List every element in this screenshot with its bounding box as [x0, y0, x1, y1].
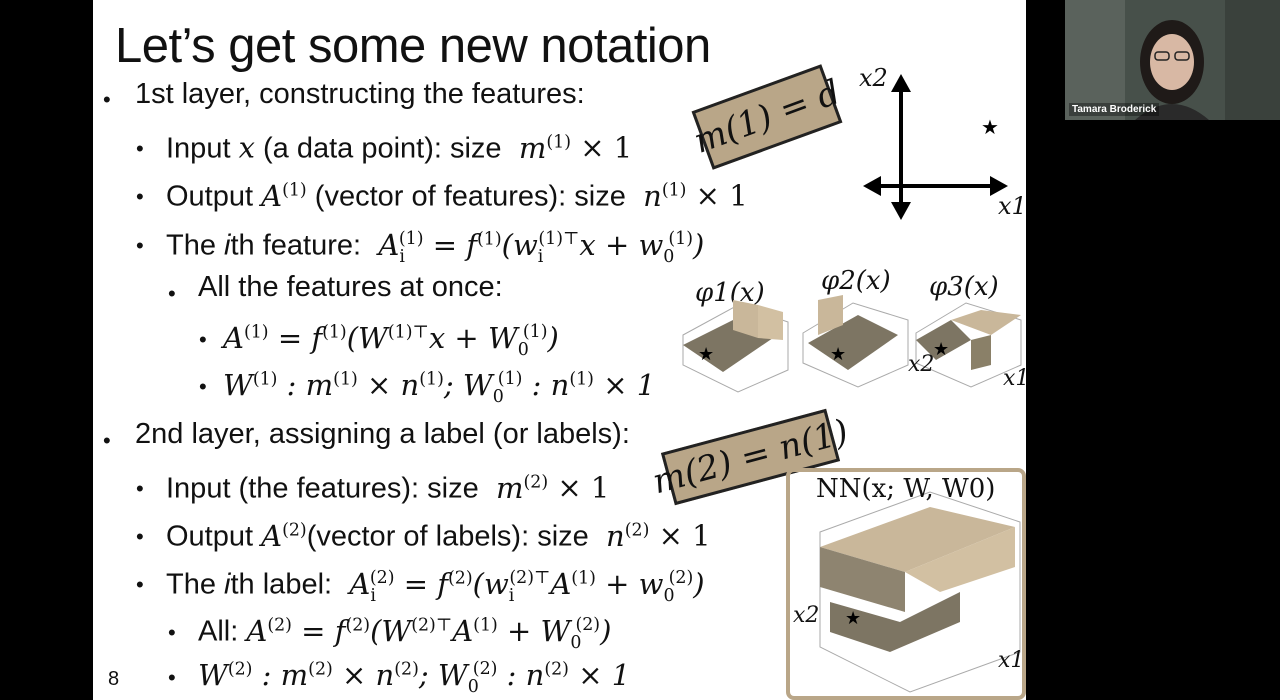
bullet-dot: •	[199, 374, 207, 399]
bullet-dot: •	[103, 87, 111, 112]
axes-diagram: ★	[863, 74, 1008, 220]
star-point: ★	[845, 608, 861, 628]
layer1-input: Input x (a data point): size m(1) × 1	[166, 130, 633, 165]
layer1-ith-feature: The ith feature: Ai(1) = f(1)(wi(1)⊤x + …	[166, 227, 705, 267]
layer2-all: All: A(2) = f(2)(W(2)⊤A(1) + W0(2))	[198, 613, 612, 653]
phi3-axis-x1: x1	[1003, 366, 1026, 391]
layer1-heading: 1st layer, constructing the features:	[135, 78, 585, 110]
star-point: ★	[698, 344, 714, 364]
bullet-dot: •	[168, 620, 176, 645]
nn-plot-frame: ★	[786, 468, 1026, 700]
axis-label-x2: x2	[859, 64, 888, 92]
phi1-label: φ1(x)	[695, 278, 765, 308]
star-point: ★	[830, 344, 846, 364]
bullet-dot: •	[199, 327, 207, 352]
bullet-dot: •	[136, 184, 144, 209]
layer2-input: Input (the features): size m(2) × 1	[166, 470, 610, 505]
bullet-dot: •	[103, 428, 111, 453]
input-desc: (a data point): size	[262, 132, 502, 165]
star-point: ★	[981, 115, 999, 139]
input-var: x	[238, 130, 255, 165]
phi1-plot: ★	[682, 300, 789, 393]
bullet-dot: •	[136, 524, 144, 549]
axis-label-x1: x1	[998, 192, 1026, 220]
input-label: Input	[166, 132, 231, 165]
layer2-dims: W(2) : m(2) × n(2); W0(2) : n(2) × 1	[198, 657, 631, 697]
phi3-plot: ★	[915, 302, 1022, 388]
presenter-name: Tamara Broderick	[1069, 103, 1160, 116]
nn-axis-x2: x2	[793, 603, 820, 628]
bullet-dot: •	[168, 281, 176, 306]
nn-plot: ★	[819, 491, 1021, 693]
layer2-output: Output A(2)(vector of labels): size n(2)…	[166, 518, 711, 553]
layer1-all-eq: A(1) = f(1)(W(1)⊤x + W0(1))	[223, 320, 559, 360]
output-label: Output	[166, 180, 254, 213]
layer2-heading: 2nd layer, assigning a label (or labels)…	[135, 418, 630, 450]
bullet-dot: •	[136, 476, 144, 501]
presenter-video	[1065, 0, 1280, 120]
phi2-label: φ2(x)	[821, 266, 891, 296]
layer2-ith-label: The ith label: Ai(2) = f(2)(wi(2)⊤A(1) +…	[166, 566, 705, 606]
nn-axis-x1: x1	[998, 648, 1025, 673]
layer1-all-features: All the features at once:	[198, 271, 503, 303]
bullet-dot: •	[136, 233, 144, 258]
layer1-dims: W(1) : m(1) × n(1); W0(1) : n(1) × 1	[223, 367, 656, 407]
slide: Let’s get some new notation • 1st layer,…	[93, 0, 1026, 700]
bullet-dot: •	[136, 136, 144, 161]
bullet-dot: •	[168, 665, 176, 690]
output-desc: (vector of features): size	[314, 180, 626, 213]
slide-title: Let’s get some new notation	[115, 19, 711, 73]
layer1-output: Output A(1) (vector of features): size n…	[166, 178, 748, 213]
phi3-axis-x2: x2	[908, 352, 935, 377]
webcam-thumbnail[interactable]: Tamara Broderick	[1065, 0, 1280, 120]
annotation-box-m1: m(1) = d	[689, 64, 845, 170]
star-point: ★	[933, 339, 949, 359]
phi2-plot: ★	[802, 295, 909, 388]
page-number: 8	[108, 668, 120, 690]
phi3-label: φ3(x)	[929, 272, 999, 302]
nn-label: NN(x; W, W0)	[816, 474, 996, 504]
bullet-dot: •	[136, 572, 144, 597]
